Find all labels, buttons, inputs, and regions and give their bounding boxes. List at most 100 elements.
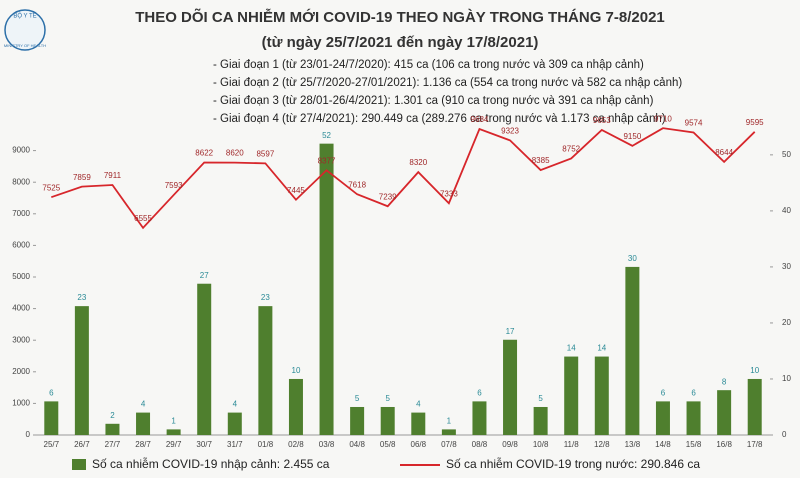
logo-bottom: MINISTRY OF HEALTH	[4, 43, 46, 48]
x-tick-label: 28/7	[135, 440, 151, 449]
bar	[258, 306, 273, 435]
bar	[747, 378, 762, 435]
y-tick-label: 5000	[12, 272, 30, 281]
y2-tick-label: 50	[782, 150, 791, 159]
x-tick-label: 14/8	[655, 440, 671, 449]
line-value-label: 9574	[685, 119, 703, 128]
line-value-label: 8377	[318, 156, 336, 165]
line-value-label: 7525	[42, 183, 60, 192]
line	[50, 127, 756, 230]
bar	[288, 378, 303, 435]
line-value-label: 8320	[409, 158, 427, 167]
line-value-label: 8385	[532, 156, 550, 165]
line-value-label: 8622	[195, 149, 213, 158]
bar	[594, 356, 609, 435]
line-value-label: 6555	[134, 214, 152, 223]
line-value-label: 9595	[746, 118, 764, 127]
x-tick-label: 02/8	[288, 440, 304, 449]
bar-value-label: 6	[477, 388, 482, 397]
bar	[74, 306, 89, 435]
bar	[503, 339, 518, 435]
y-tick-label: 9000	[12, 146, 30, 155]
legend-label: Số ca nhiễm COVID-19 nhập cảnh: 2.455 ca	[92, 456, 330, 471]
x-tick-label: 11/8	[564, 440, 580, 449]
logo	[4, 9, 46, 51]
bar	[411, 412, 426, 435]
y-tick-label: 6000	[12, 241, 30, 250]
line-value-label: 7239	[379, 192, 397, 201]
x-tick-label: 09/8	[502, 440, 518, 449]
bar-value-label: 52	[322, 131, 331, 140]
line-value-label: 7333	[440, 189, 458, 198]
x-tick-label: 10/8	[533, 440, 549, 449]
line-value-label: 8620	[226, 149, 244, 158]
x-tick-label: 31/7	[227, 440, 243, 449]
bar	[350, 406, 365, 435]
annotation: - Giai đoạn 2 (từ 25/7/2020-27/01/2021):…	[213, 77, 682, 89]
bar	[166, 429, 181, 435]
bar-value-label: 1	[447, 417, 452, 426]
x-tick-label: 26/7	[74, 440, 90, 449]
bar-value-label: 5	[385, 394, 390, 403]
bar	[227, 412, 242, 435]
bar-value-label: 4	[233, 400, 238, 409]
x-tick-label: 15/8	[686, 440, 702, 449]
line-value-label: 7859	[73, 173, 91, 182]
bar-value-label: 10	[292, 366, 301, 375]
bar-value-label: 6	[691, 388, 696, 397]
bar	[655, 401, 670, 435]
bar	[44, 401, 59, 435]
y2-tick-label: 30	[782, 262, 791, 271]
x-tick-label: 29/7	[166, 440, 182, 449]
bar-value-label: 10	[750, 366, 759, 375]
bar-value-label: 2	[110, 411, 115, 420]
bar	[136, 412, 151, 435]
x-tick-label: 04/8	[349, 440, 365, 449]
annotation: - Giai đoạn 1 (từ 23/01-24/7/2020): 415 …	[213, 59, 644, 71]
bar-value-label: 8	[722, 377, 727, 386]
bar	[472, 401, 487, 435]
bar-value-label: 23	[261, 293, 270, 302]
x-tick-label: 12/8	[594, 440, 610, 449]
legend-label: Số ca nhiễm COVID-19 trong nước: 290.846…	[446, 456, 700, 471]
bar-value-label: 14	[597, 344, 606, 353]
bar-value-label: 27	[200, 271, 209, 280]
legend-swatch	[72, 459, 86, 470]
bar-value-label: 6	[661, 388, 666, 397]
annotation: - Giai đoạn 3 (từ 28/01-26/4/2021): 1.30…	[213, 95, 654, 107]
bar	[441, 429, 456, 435]
bar	[717, 390, 732, 435]
y2-tick-label: 0	[782, 430, 787, 439]
bar-value-label: 17	[506, 327, 515, 336]
chart-title: THEO DÕI CA NHIỄM MỚI COVID-19 THEO NGÀY…	[135, 8, 665, 26]
line-value-label: 8752	[562, 145, 580, 154]
y2-tick-label: 20	[782, 318, 791, 327]
bar	[319, 143, 334, 436]
x-tick-label: 05/8	[380, 440, 396, 449]
x-tick-label: 13/8	[625, 440, 641, 449]
line-value-label: 7911	[104, 171, 122, 180]
bar	[105, 423, 120, 435]
y-tick-label: 8000	[12, 177, 30, 186]
line-value-label: 9710	[654, 114, 672, 123]
x-tick-label: 06/8	[411, 440, 427, 449]
x-tick-label: 07/8	[441, 440, 457, 449]
line-value-label: 9653	[593, 116, 611, 125]
line-value-label: 7445	[287, 186, 305, 195]
x-tick-label: 17/8	[747, 440, 763, 449]
x-tick-label: 01/8	[258, 440, 274, 449]
bar	[564, 356, 579, 435]
bar-value-label: 4	[416, 400, 421, 409]
y-tick-label: 2000	[12, 367, 30, 376]
y-tick-label: 3000	[12, 335, 30, 344]
bar	[197, 283, 212, 435]
bar-value-label: 5	[538, 394, 543, 403]
line-value-label: 8597	[256, 149, 274, 158]
x-tick-label: 27/7	[105, 440, 121, 449]
line-value-label: 9684	[471, 115, 489, 124]
y-tick-label: 0	[26, 430, 31, 439]
x-tick-label: 16/8	[716, 440, 732, 449]
y2-tick-label: 40	[782, 206, 791, 215]
